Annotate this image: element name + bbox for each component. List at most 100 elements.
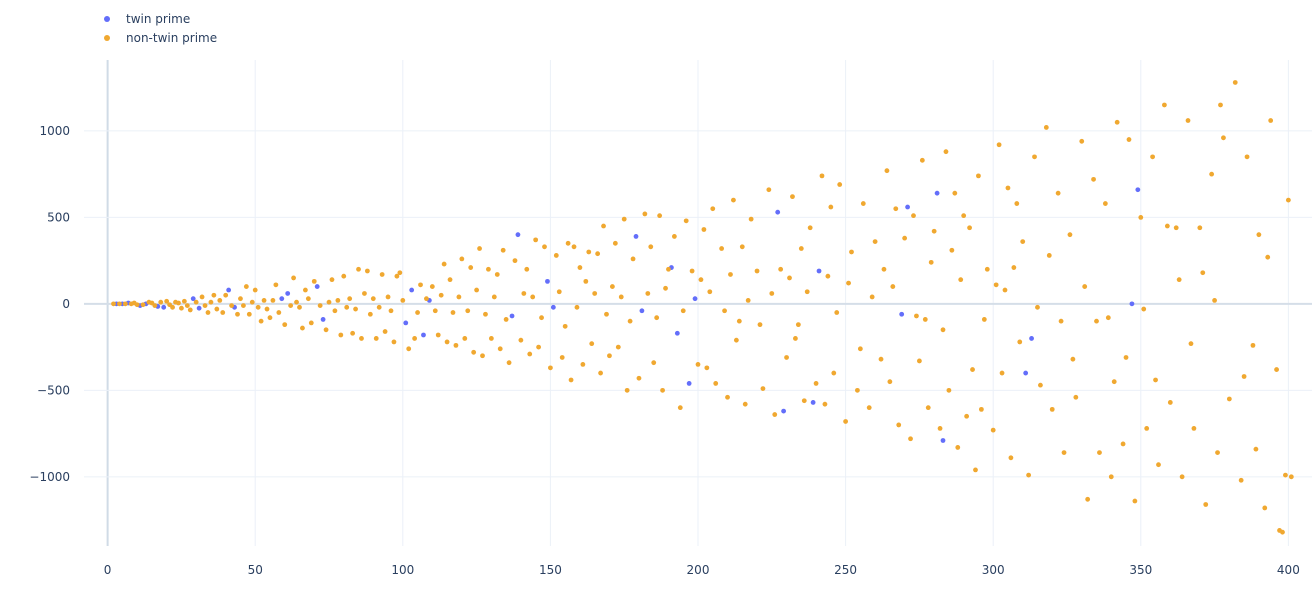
- non-twin-prime-point: [828, 204, 834, 210]
- non-twin-prime-point: [636, 375, 642, 381]
- non-twin-prime-point: [754, 268, 760, 274]
- twin-prime-point: [550, 304, 556, 310]
- non-twin-prime-point: [1288, 474, 1294, 480]
- twin-prime-point: [1129, 301, 1135, 307]
- non-twin-prime-point: [680, 308, 686, 314]
- non-twin-prime-point: [158, 299, 164, 305]
- non-twin-prime-point: [1035, 304, 1040, 310]
- non-twin-prime-point: [1185, 118, 1191, 123]
- non-twin-prime-point: [329, 277, 335, 283]
- non-twin-prime-point: [456, 294, 462, 300]
- non-twin-prime-point: [565, 240, 571, 246]
- non-twin-prime-point: [784, 355, 789, 360]
- non-twin-prime-point: [1215, 450, 1220, 456]
- twin-prime-point: [781, 408, 787, 414]
- non-twin-prime-point: [728, 272, 733, 277]
- non-twin-prime-point: [394, 273, 400, 279]
- non-twin-prime-point: [341, 273, 347, 279]
- non-twin-prime-point: [167, 302, 173, 308]
- legend-item-non-twin-prime[interactable]: non-twin prime: [104, 31, 217, 45]
- non-twin-prime-point: [725, 394, 730, 400]
- non-twin-prime-point: [444, 339, 450, 345]
- non-twin-prime-point: [385, 294, 391, 300]
- non-twin-prime-point: [208, 299, 214, 305]
- non-twin-prime-point: [376, 304, 382, 310]
- non-twin-prime-point: [1094, 318, 1099, 324]
- non-twin-prime-point: [583, 278, 589, 284]
- non-twin-prime-point: [1073, 394, 1079, 400]
- non-twin-prime-point: [807, 225, 813, 231]
- x-tick-label: 350: [1129, 563, 1152, 577]
- non-twin-prime-point: [801, 398, 807, 404]
- non-twin-prime-point: [453, 342, 459, 348]
- non-twin-prime-point: [964, 413, 970, 419]
- non-twin-prime-point: [967, 225, 972, 231]
- non-twin-prime-point: [1244, 154, 1250, 160]
- x-tick-label: 0: [104, 563, 112, 577]
- non-twin-prime-point: [1212, 298, 1217, 303]
- non-twin-prime-point: [1026, 472, 1032, 478]
- non-twin-prime-point: [512, 258, 518, 264]
- non-twin-prime-point: [539, 315, 544, 321]
- non-twin-prime-point: [323, 327, 329, 333]
- non-twin-prime-point: [922, 317, 928, 322]
- non-twin-prime-point: [928, 259, 934, 265]
- non-twin-prime-point: [1079, 138, 1085, 144]
- non-twin-prime-point: [249, 299, 255, 305]
- non-twin-prime-point: [477, 246, 482, 251]
- non-twin-prime-point: [1283, 472, 1288, 478]
- non-twin-prime-point: [255, 304, 261, 310]
- non-twin-prime-point: [976, 173, 981, 179]
- y-tick-label: 1000: [39, 124, 70, 138]
- non-twin-prime-point: [530, 294, 536, 300]
- non-twin-prime-point: [1274, 367, 1279, 372]
- non-twin-prime-point: [1014, 201, 1020, 206]
- twin-prime-point: [1029, 336, 1034, 341]
- non-twin-prime-point: [1179, 474, 1185, 480]
- non-twin-prime-point: [335, 298, 341, 303]
- non-twin-prime-point: [973, 467, 978, 473]
- twin-prime-point: [226, 287, 232, 293]
- twin-prime-point: [810, 400, 816, 405]
- non-twin-prime-point: [925, 405, 931, 411]
- non-twin-prime-point: [1150, 154, 1155, 160]
- non-twin-prime-point: [831, 370, 837, 376]
- x-tick-label: 150: [539, 563, 562, 577]
- non-twin-prime-point: [199, 294, 205, 300]
- non-twin-prime-point: [264, 306, 270, 312]
- non-twin-prime-point: [1011, 265, 1017, 270]
- non-twin-prime-point: [1102, 201, 1108, 206]
- non-twin-prime-point: [438, 292, 444, 298]
- non-twin-prime-point: [356, 266, 361, 272]
- non-twin-prime-point: [849, 249, 854, 255]
- non-twin-prime-point: [843, 419, 848, 424]
- non-twin-prime-point: [961, 213, 967, 219]
- non-twin-prime-point: [134, 302, 140, 308]
- legend[interactable]: twin prime non-twin prime: [104, 12, 217, 45]
- non-twin-prime-point: [311, 278, 317, 284]
- non-twin-prime-point: [370, 296, 376, 302]
- non-twin-prime-point: [881, 266, 887, 272]
- non-twin-prime-point: [291, 275, 296, 281]
- non-twin-prime-point: [866, 405, 872, 411]
- non-twin-prime-point: [553, 253, 559, 258]
- twin-prime-point: [775, 209, 781, 215]
- non-twin-prime-point: [1032, 154, 1037, 160]
- non-twin-prime-point: [294, 299, 299, 305]
- twin-prime-point: [1023, 370, 1029, 376]
- y-tick-label: 0: [62, 297, 70, 311]
- non-twin-prime-point: [373, 336, 379, 341]
- non-twin-prime-point: [1105, 315, 1111, 321]
- non-twin-prime-point: [338, 332, 344, 338]
- non-twin-prime-point: [607, 353, 612, 359]
- legend-item-twin-prime[interactable]: twin prime: [104, 12, 190, 26]
- x-tick-label: 50: [248, 563, 263, 577]
- non-twin-prime-point: [1020, 239, 1026, 245]
- non-twin-prime-point: [1005, 185, 1011, 191]
- non-twin-prime-point: [1091, 176, 1096, 182]
- non-twin-prime-point: [305, 296, 311, 302]
- twin-prime-point: [545, 278, 550, 284]
- non-twin-prime-point: [612, 240, 618, 246]
- non-twin-prime-point: [441, 261, 447, 267]
- non-twin-prime-point: [317, 303, 323, 308]
